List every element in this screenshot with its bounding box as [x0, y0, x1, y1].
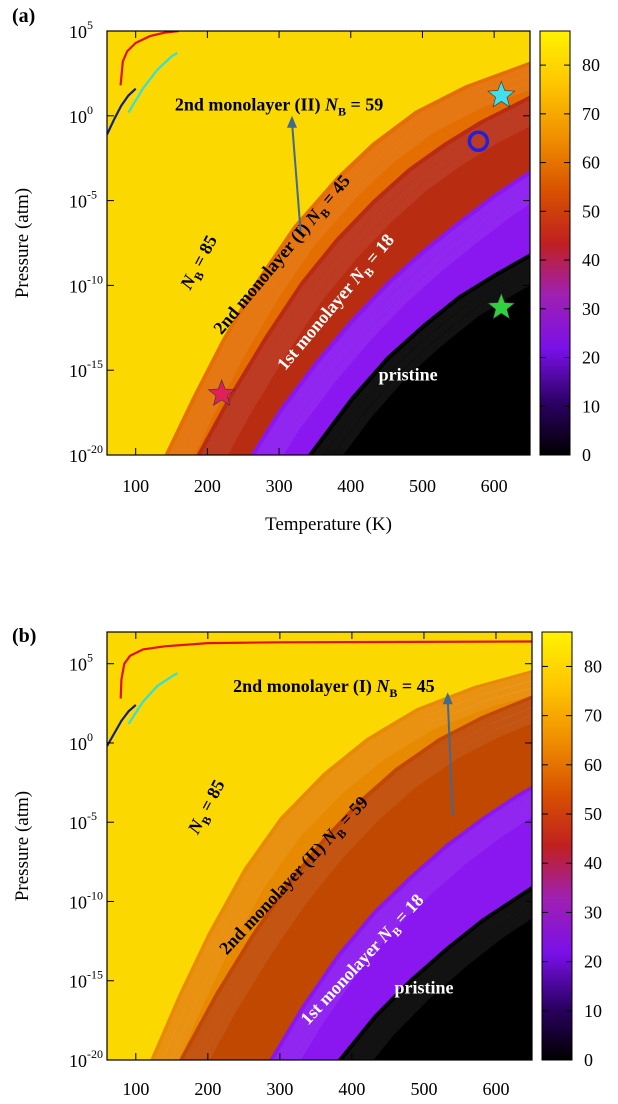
panel-label: (b) [12, 625, 36, 647]
x-tick-label: 200 [194, 476, 221, 496]
y-tick-label: 10-10 [69, 888, 103, 912]
colorbar-tick-label: 10 [584, 1001, 602, 1021]
colorbar [540, 31, 570, 455]
x-axis-label: Temperature (K) [265, 514, 392, 535]
colorbar-tick-label: 20 [582, 348, 600, 368]
y-tick-label: 10-20 [69, 1047, 103, 1071]
colorbar-tick-label: 10 [582, 396, 600, 416]
colorbar-tick-label: 40 [584, 853, 602, 873]
colorbar-tick-label: 20 [584, 952, 602, 972]
colorbar-tick-label: 50 [582, 201, 600, 221]
colorbar-tick-label: 0 [582, 445, 591, 465]
y-tick-label: 100 [69, 730, 93, 754]
y-tick-label: 10-20 [69, 442, 103, 466]
y-tick-label: 10-10 [69, 272, 103, 296]
colorbar-tick-label: 60 [582, 153, 600, 173]
y-tick-label: 105 [69, 18, 93, 42]
x-tick-label: 100 [122, 476, 149, 496]
region-label: pristine [394, 977, 453, 997]
colorbar-tick-label: 30 [584, 902, 602, 922]
x-tick-label: 300 [266, 1079, 293, 1099]
x-tick-label: 600 [481, 476, 508, 496]
y-tick-label: 100 [69, 103, 93, 127]
y-tick-label: 105 [69, 651, 93, 675]
panel-label: (a) [12, 5, 35, 27]
y-axis-label: Pressure (atm) [12, 188, 33, 298]
x-tick-label: 600 [482, 1079, 509, 1099]
colorbar [542, 632, 572, 1060]
colorbar-tick-label: 80 [584, 656, 602, 676]
x-tick-label: 400 [338, 1079, 365, 1099]
colorbar-tick-label: 40 [582, 250, 600, 270]
colorbar-tick-label: 30 [582, 299, 600, 319]
colorbar-tick-label: 50 [584, 804, 602, 824]
y-tick-label: 10-5 [69, 188, 97, 212]
y-tick-label: 10-15 [69, 968, 103, 992]
y-axis-label: Pressure (atm) [12, 791, 33, 901]
y-tick-label: 10-15 [69, 357, 103, 381]
colorbar-tick-label: 0 [584, 1050, 593, 1070]
x-tick-label: 100 [122, 1079, 149, 1099]
region-label: pristine [379, 364, 438, 384]
y-tick-label: 10-5 [69, 809, 97, 833]
chart-panel-a: 100 200 300 400 500 60010-2010-1510-1010-5100… [12, 5, 600, 535]
colorbar-tick-label: 70 [584, 706, 602, 726]
x-tick-label: 400 [337, 476, 364, 496]
x-tick-label: 200 [194, 1079, 221, 1099]
x-tick-label: 300 [266, 476, 293, 496]
chart-panel-b: 100 200 300 400 500 60010-2010-1510-1010-5100… [12, 625, 602, 1099]
x-tick-label: 500 [410, 1079, 437, 1099]
colorbar-tick-label: 80 [582, 55, 600, 75]
colorbar-tick-label: 60 [584, 755, 602, 775]
colorbar-tick-label: 70 [582, 104, 600, 124]
x-tick-label: 500 [409, 476, 436, 496]
